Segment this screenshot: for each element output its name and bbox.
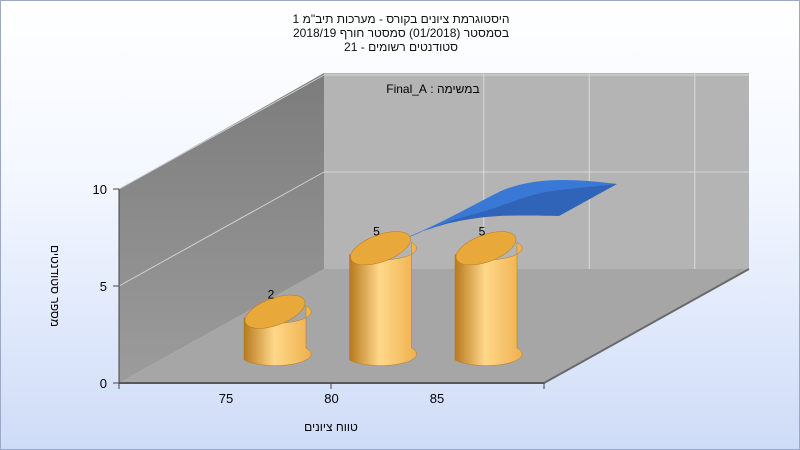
bar-top — [455, 231, 517, 266]
gridlines — [118, 73, 749, 287]
x-tick-label: 85 — [430, 391, 444, 406]
bar: 2 — [243, 288, 312, 366]
gridline-side — [118, 74, 325, 190]
x-tick-label: 75 — [219, 391, 233, 406]
y-axis-title: מספר סטודנטים — [48, 245, 62, 327]
bar-top — [244, 294, 306, 329]
y-tick-label: 5 — [100, 279, 107, 294]
distribution-curve-back — [397, 181, 617, 241]
chart-back-wall — [324, 73, 749, 269]
chart-side-wall — [119, 73, 324, 383]
y-tick-label: 0 — [100, 376, 107, 391]
chart-annotation: במשימה : Final_A — [386, 82, 479, 96]
bar-data-label: 2 — [268, 288, 275, 302]
bar: 5 — [349, 224, 417, 366]
gridline-side — [118, 171, 325, 287]
x-tick-label: 80 — [324, 391, 338, 406]
y-axis-ticks: 0 5 10 — [93, 182, 119, 391]
bar: 5 — [454, 224, 523, 366]
y-tick-label: 10 — [93, 182, 107, 197]
chart-title-line-2: בסמסטר (01/2018) סמסטר חורף 2018/19 — [293, 26, 509, 40]
bars: 2 5 5 — [243, 224, 523, 366]
x-axis-ticks: 75 80 85 — [118, 383, 545, 406]
bar-data-label: 5 — [373, 224, 380, 238]
chart-title-line-3: סטודנטים רשומים - 21 — [344, 40, 458, 54]
x-axis-title: טווח ציונים — [304, 420, 358, 434]
chart-title-line-1: היסטוגרמת ציונים בקורס - מערכות תיב"מ 1 — [293, 12, 510, 26]
bar-data-label: 5 — [479, 224, 486, 238]
distribution-curve — [397, 179, 617, 241]
bar-top — [350, 231, 411, 266]
